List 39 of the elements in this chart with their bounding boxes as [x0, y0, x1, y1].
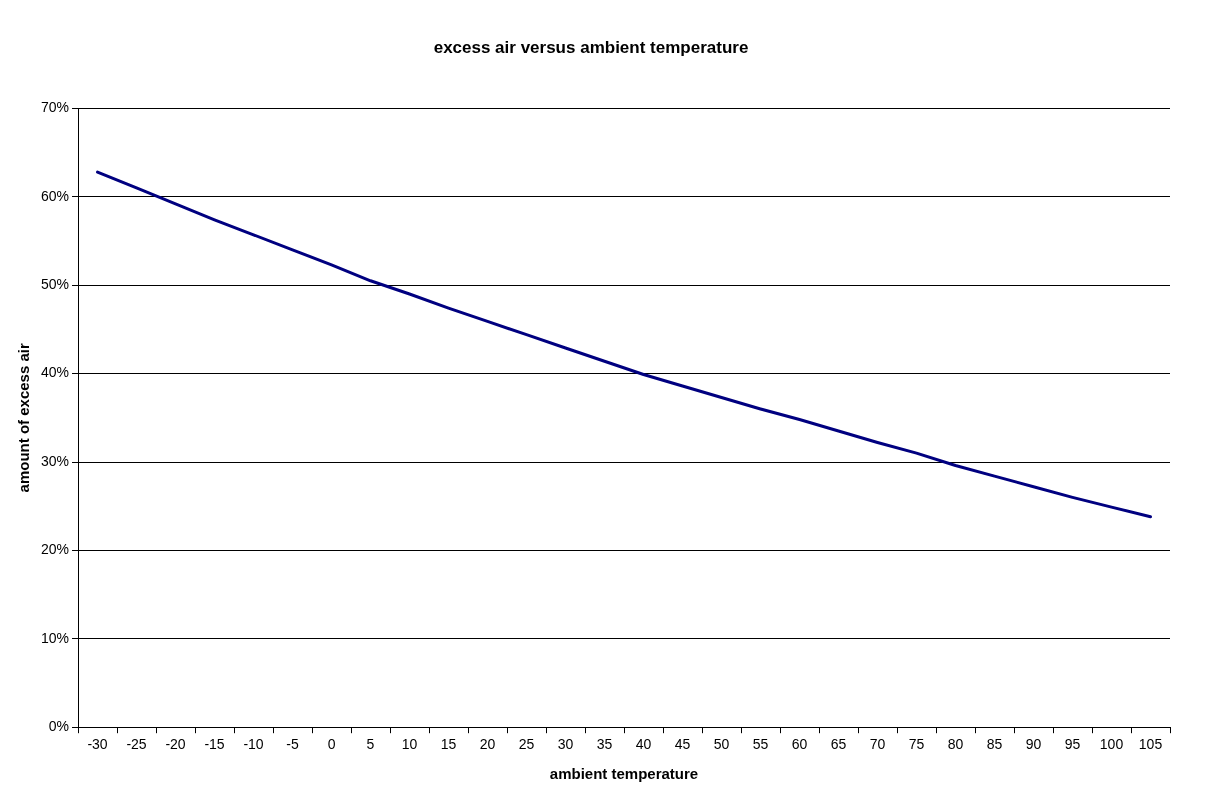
x-tick-label: 25	[518, 736, 535, 753]
x-tick-label: -5	[286, 736, 299, 753]
y-tick-label: 70%	[40, 99, 70, 116]
x-tick-label: 90	[1025, 736, 1042, 753]
y-tick-label: 30%	[40, 452, 70, 469]
x-tick-label: 40	[635, 736, 652, 753]
y-tick-label: 0%	[48, 718, 70, 735]
x-tick-label: 15	[440, 736, 457, 753]
x-tick-label: 70	[869, 736, 886, 753]
x-tick-label: 60	[791, 736, 808, 753]
x-tick-label: 35	[596, 736, 613, 753]
x-tick-label: 105	[1138, 736, 1163, 753]
x-tick-label: 5	[366, 736, 375, 753]
x-tick-label: -15	[204, 736, 225, 753]
y-tick-label: 50%	[40, 276, 70, 293]
x-tick-label: -10	[243, 736, 264, 753]
x-tick-label: 30	[557, 736, 574, 753]
x-tick-label: -25	[126, 736, 147, 753]
x-tick-label: 85	[986, 736, 1003, 753]
x-axis-title: ambient temperature	[549, 765, 699, 783]
y-axis-title: amount of excess air	[15, 343, 33, 493]
x-tick-label: 55	[752, 736, 769, 753]
y-tick-label: 20%	[40, 541, 70, 558]
x-tick-label: 75	[908, 736, 925, 753]
y-tick-label: 10%	[40, 629, 70, 646]
x-tick-label: 10	[401, 736, 418, 753]
x-tick-label: 100	[1099, 736, 1124, 753]
chart-title: excess air versus ambient temperature	[433, 37, 749, 57]
x-tick-label: 50	[713, 736, 730, 753]
x-tick-label: -30	[87, 736, 108, 753]
x-tick-label: 80	[947, 736, 964, 753]
x-tick-label: 45	[674, 736, 691, 753]
x-tick-label: -20	[165, 736, 186, 753]
x-tick-label: 65	[830, 736, 847, 753]
x-tick-label: 95	[1064, 736, 1081, 753]
x-tick-label: 20	[479, 736, 496, 753]
y-tick-label: 40%	[40, 364, 70, 381]
y-tick-label: 60%	[40, 187, 70, 204]
x-tick-label: 0	[327, 736, 336, 753]
